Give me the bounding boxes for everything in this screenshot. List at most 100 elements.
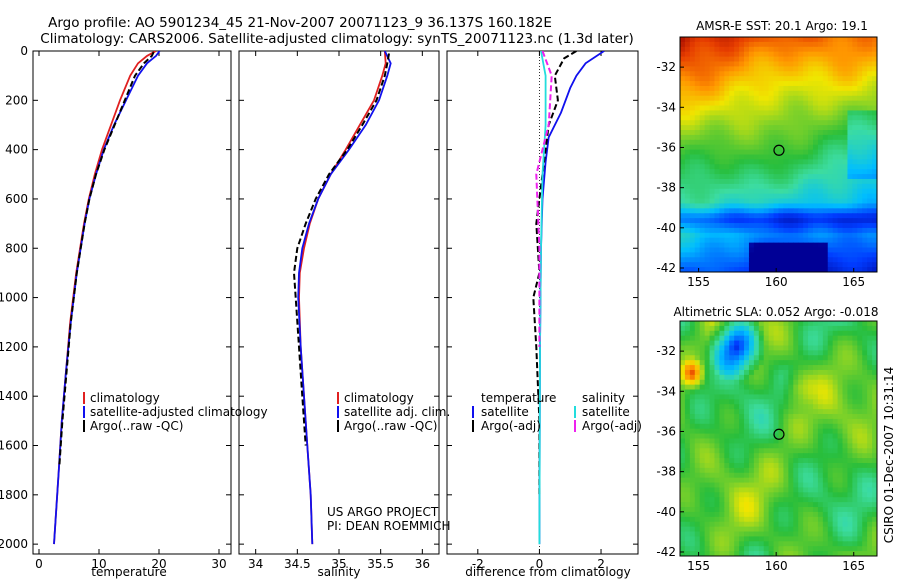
heatmap-cell xyxy=(857,472,863,479)
heatmap-cell xyxy=(709,497,716,503)
heatmap-cell xyxy=(748,541,755,547)
heatmap-cell xyxy=(867,507,873,513)
heatmap-cell xyxy=(739,511,745,518)
heatmap-cell xyxy=(852,247,858,254)
heatmap-cell xyxy=(808,267,814,272)
heatmap-cell xyxy=(862,516,868,523)
heatmap-cell xyxy=(788,213,794,219)
heatmap-cell xyxy=(753,384,760,391)
heatmap-cell xyxy=(758,536,765,542)
heatmap-cell xyxy=(812,193,819,200)
heatmap-cell xyxy=(803,193,809,200)
legend-label-temp-satellite: satellite xyxy=(481,405,529,419)
heatmap-cell xyxy=(704,428,711,435)
heatmap-cell xyxy=(852,154,858,160)
heatmap-cell xyxy=(817,81,824,87)
heatmap-cell xyxy=(872,531,877,538)
heatmap-cell xyxy=(719,262,725,268)
heatmap-cell xyxy=(694,330,701,337)
heatmap-cell xyxy=(729,379,735,386)
heatmap-cell xyxy=(729,360,735,366)
heatmap-cell xyxy=(842,443,849,449)
heatmap-cell xyxy=(837,379,844,386)
heatmap-cell xyxy=(822,340,829,347)
heatmap-cell xyxy=(714,90,720,97)
heatmap-cell xyxy=(758,541,765,547)
heatmap-cell xyxy=(827,384,834,391)
heatmap-cell xyxy=(857,384,863,391)
heatmap-cell xyxy=(778,130,785,136)
heatmap-cell xyxy=(724,61,730,67)
heatmap-cell xyxy=(763,66,770,72)
heatmap-cell xyxy=(768,384,775,391)
heatmap-cell xyxy=(684,139,691,146)
heatmap-cell xyxy=(778,120,785,126)
heatmap-cell xyxy=(753,90,760,97)
heatmap-cell xyxy=(847,105,853,112)
heatmap-cell xyxy=(773,100,780,107)
heatmap-cell xyxy=(852,134,858,141)
heatmap-cell xyxy=(753,433,760,440)
heatmap-cell xyxy=(808,448,814,454)
heatmap-cell xyxy=(778,193,785,200)
heatmap-cell xyxy=(798,242,804,249)
heatmap-cell xyxy=(734,438,740,444)
heatmap-cell xyxy=(857,213,863,219)
heatmap-cell xyxy=(778,345,785,351)
heatmap-cell xyxy=(709,502,716,508)
heatmap-cell xyxy=(837,247,844,254)
heatmap-cell xyxy=(719,76,725,82)
heatmap-cell xyxy=(734,252,740,258)
legend-label-satellite-adj: satellite adj. clim. xyxy=(344,405,450,419)
heatmap-cell xyxy=(739,174,745,180)
heatmap-cell xyxy=(699,41,706,48)
heatmap-cell xyxy=(778,178,785,185)
heatmap-cell xyxy=(753,340,760,347)
heatmap-cell xyxy=(822,541,829,547)
heatmap-cell xyxy=(827,458,834,464)
heatmap-cell xyxy=(862,237,868,244)
heatmap-cell xyxy=(837,95,844,102)
heatmap-cell xyxy=(852,497,858,503)
heatmap-cell xyxy=(704,360,711,366)
heatmap-cell xyxy=(734,139,740,146)
heatmap-cell xyxy=(709,76,716,82)
heatmap-cell xyxy=(684,262,691,268)
heatmap-cell xyxy=(842,487,849,493)
heatmap-cell xyxy=(739,482,745,489)
heatmap-cell xyxy=(689,521,696,528)
heatmap-cell xyxy=(837,325,844,332)
heatmap-cell xyxy=(763,237,770,244)
heatmap-cell xyxy=(783,95,789,102)
heatmap-cell xyxy=(857,546,863,552)
heatmap-cell xyxy=(753,213,760,219)
heatmap-cell xyxy=(778,188,785,195)
heatmap-cell xyxy=(837,178,844,185)
heatmap-cell xyxy=(744,404,750,410)
heatmap-cell xyxy=(837,394,844,400)
heatmap-cell xyxy=(744,159,750,165)
heatmap-cell xyxy=(719,144,725,151)
heatmap-cell xyxy=(872,350,877,356)
heatmap-cell xyxy=(763,71,770,77)
heatmap-cell xyxy=(783,428,789,435)
heatmap-cell xyxy=(788,139,794,146)
heatmap-cell xyxy=(734,120,740,126)
heatmap-cell xyxy=(699,511,706,518)
heatmap-cell xyxy=(842,242,849,249)
heatmap-cell xyxy=(842,330,849,337)
heatmap-cell xyxy=(783,502,789,508)
heatmap-cell xyxy=(709,198,716,205)
heatmap-cell xyxy=(793,95,799,102)
heatmap-cell xyxy=(680,105,686,112)
heatmap-cell xyxy=(699,374,706,381)
heatmap-cell xyxy=(748,213,755,219)
heatmap-cell xyxy=(832,100,839,107)
heatmap-cell xyxy=(788,399,794,405)
heatmap-cell xyxy=(857,267,863,272)
sla-map-ytick-label: -38 xyxy=(656,465,676,479)
heatmap-cell xyxy=(709,453,716,459)
heatmap-cell xyxy=(763,154,770,160)
heatmap-cell xyxy=(734,321,740,327)
heatmap-cell xyxy=(832,237,839,244)
